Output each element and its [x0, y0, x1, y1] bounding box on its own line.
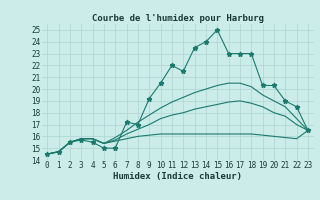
Text: Courbe de l'humidex pour Harburg: Courbe de l'humidex pour Harburg	[92, 14, 264, 23]
X-axis label: Humidex (Indice chaleur): Humidex (Indice chaleur)	[113, 172, 242, 181]
